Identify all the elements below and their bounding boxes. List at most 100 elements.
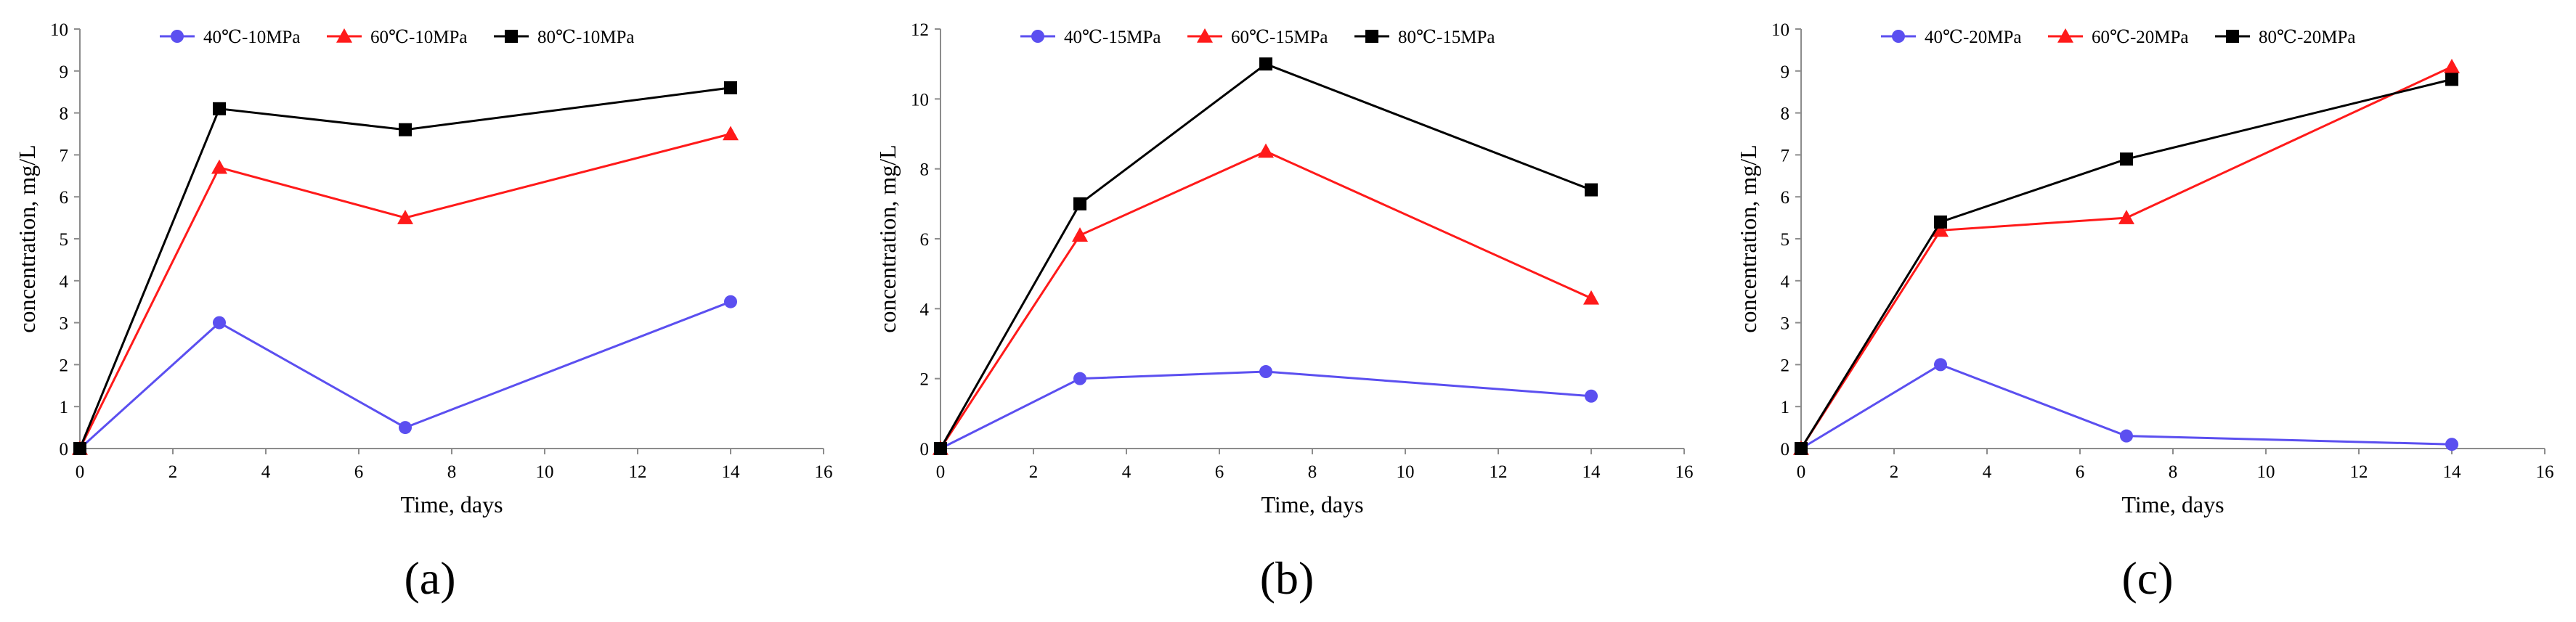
x-tick-label: 12 <box>629 462 647 482</box>
x-axis-title: Time, days <box>2121 491 2224 517</box>
legend-marker <box>1031 30 1044 43</box>
y-tick-label: 7 <box>60 146 69 165</box>
series-line-3 <box>939 62 1592 449</box>
legend-marker <box>2057 28 2073 43</box>
data-point <box>1258 143 1274 158</box>
data-point <box>1259 57 1272 71</box>
y-tick-label: 2 <box>920 370 930 390</box>
x-tick-label: 8 <box>1308 462 1317 482</box>
y-tick-label: 12 <box>911 20 929 40</box>
data-point <box>1934 358 1947 372</box>
x-tick-label: 10 <box>1397 462 1415 482</box>
legend-label: 40℃-10MPa <box>203 28 301 47</box>
panel-label: (a) <box>404 552 455 604</box>
data-point <box>2445 438 2458 451</box>
y-tick-label: 10 <box>1771 20 1789 40</box>
x-tick-label: 4 <box>1122 462 1131 482</box>
x-tick-label: 6 <box>354 462 364 482</box>
data-point <box>213 102 226 115</box>
y-tick-label: 4 <box>920 300 930 319</box>
series-line-3 <box>78 86 731 449</box>
y-axis-title: concentration, mg/L <box>14 144 40 332</box>
y-tick-label: 8 <box>920 160 930 180</box>
y-tick-label: 5 <box>60 230 69 250</box>
x-tick-label: 0 <box>936 462 946 482</box>
x-tick-label: 8 <box>447 462 457 482</box>
y-tick-label: 8 <box>1781 105 1790 124</box>
data-point <box>723 126 739 141</box>
x-tick-label: 6 <box>2076 462 2085 482</box>
data-point <box>1795 442 1808 455</box>
legend-marker <box>336 28 352 43</box>
y-tick-label: 0 <box>1781 440 1790 459</box>
data-point <box>1072 227 1088 242</box>
series-line-1 <box>1800 363 2453 450</box>
y-axis-title: concentration, mg/L <box>1735 144 1761 332</box>
data-point <box>1585 389 1598 403</box>
data-point <box>1933 222 1949 237</box>
y-tick-label: 6 <box>920 230 930 250</box>
legend-label: 60℃-15MPa <box>1231 28 1328 47</box>
legend-label: 80℃-10MPa <box>537 28 635 47</box>
y-tick-label: 4 <box>1781 272 1790 292</box>
data-point <box>1259 365 1272 379</box>
y-tick-label: 10 <box>50 20 68 40</box>
data-point <box>2120 429 2133 443</box>
y-tick-label: 2 <box>1781 356 1790 375</box>
data-point <box>1583 290 1599 305</box>
x-tick-label: 12 <box>1490 462 1508 482</box>
x-tick-label: 2 <box>1890 462 1899 482</box>
x-tick-label: 8 <box>2169 462 2178 482</box>
chart-panel-2: 0 2 4 6 8 10 12 0 2 4 6 8 10 12 14 16 Time, days concentr… <box>874 20 1694 604</box>
panel-label: (c) <box>2121 552 2173 604</box>
y-tick-label: 6 <box>1781 188 1790 208</box>
x-tick-label: 2 <box>1029 462 1039 482</box>
y-tick-label: 0 <box>60 440 69 459</box>
x-tick-label: 0 <box>76 462 85 482</box>
series-line-2 <box>1800 65 2453 449</box>
series-line-2 <box>78 133 731 449</box>
series-line-2 <box>939 150 1592 449</box>
data-point <box>213 316 226 330</box>
series-line-1 <box>78 300 731 450</box>
x-tick-label: 14 <box>2443 462 2462 482</box>
x-tick-label: 14 <box>722 462 741 482</box>
legend-marker <box>1892 30 1905 43</box>
y-axis-title: concentration, mg/L <box>874 144 901 332</box>
y-tick-label: 1 <box>60 398 69 417</box>
y-tick-label: 1 <box>1781 398 1790 417</box>
legend-label: 80℃-15MPa <box>1398 28 1495 47</box>
data-point <box>934 442 947 455</box>
x-tick-label: 0 <box>1797 462 1806 482</box>
x-tick-label: 14 <box>1582 462 1601 482</box>
data-point <box>399 123 412 136</box>
data-point <box>1073 197 1086 210</box>
x-tick-label: 6 <box>1215 462 1224 482</box>
series-line-3 <box>1800 78 2453 449</box>
legend-marker <box>1365 30 1378 43</box>
legend-marker <box>505 30 518 43</box>
y-tick-label: 3 <box>60 314 69 334</box>
legend-marker <box>1197 28 1213 43</box>
x-axis-title: Time, days <box>1261 491 1363 517</box>
data-point <box>211 159 227 174</box>
y-tick-label: 3 <box>1781 314 1790 334</box>
y-tick-label: 2 <box>60 356 69 375</box>
x-tick-label: 4 <box>261 462 271 482</box>
x-tick-label: 4 <box>1983 462 1992 482</box>
y-tick-label: 0 <box>920 440 930 459</box>
legend-marker <box>171 30 184 43</box>
data-point <box>73 442 86 455</box>
data-point <box>2120 152 2133 166</box>
legend-label: 40℃-20MPa <box>1925 28 2022 47</box>
y-tick-label: 10 <box>911 90 929 110</box>
y-tick-label: 9 <box>60 62 69 82</box>
data-point <box>1585 183 1598 197</box>
y-tick-label: 8 <box>60 105 69 124</box>
x-axis-title: Time, days <box>400 491 503 517</box>
legend-label: 40℃-15MPa <box>1064 28 1161 47</box>
series-line-1 <box>940 370 1592 450</box>
y-tick-label: 7 <box>1781 146 1790 165</box>
